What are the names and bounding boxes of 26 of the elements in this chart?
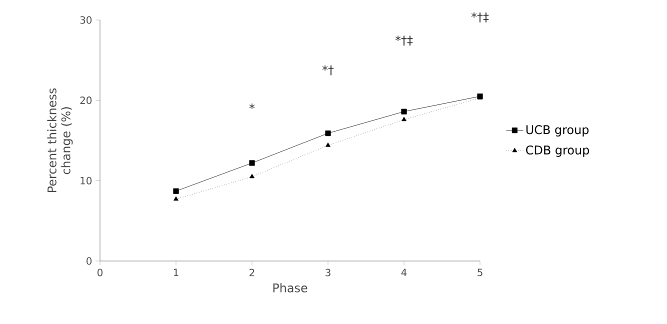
legend-label: UCB group bbox=[526, 125, 589, 137]
annotation: * bbox=[249, 104, 255, 110]
x-tick-label: 4 bbox=[401, 268, 407, 276]
point bbox=[402, 116, 406, 122]
x-tick-label: 5 bbox=[478, 268, 482, 276]
point bbox=[401, 108, 407, 114]
x-tick-label: 1 bbox=[174, 268, 178, 276]
y-tick-label: 20 bbox=[80, 96, 92, 104]
y-tick-label: 30 bbox=[80, 16, 92, 24]
x-axis-title: Phase bbox=[273, 283, 308, 292]
y-tick-label: 0 bbox=[86, 257, 92, 265]
annotation: *†‡ bbox=[395, 36, 413, 46]
annotation: *†‡ bbox=[471, 12, 489, 22]
legend-label: CDB group bbox=[526, 145, 590, 157]
x-tick-label: 0 bbox=[97, 268, 103, 276]
x-tick-label: 3 bbox=[326, 268, 330, 276]
point bbox=[325, 130, 331, 136]
point bbox=[174, 196, 178, 201]
point bbox=[249, 160, 255, 166]
x-tick-label: 2 bbox=[250, 268, 254, 276]
y-tick-label: 10 bbox=[80, 176, 92, 184]
annotation: *† bbox=[322, 65, 334, 76]
y-axis-title: Percent thickness change (%) bbox=[47, 88, 73, 192]
point bbox=[326, 142, 330, 147]
point bbox=[250, 174, 254, 178]
point bbox=[173, 188, 179, 194]
